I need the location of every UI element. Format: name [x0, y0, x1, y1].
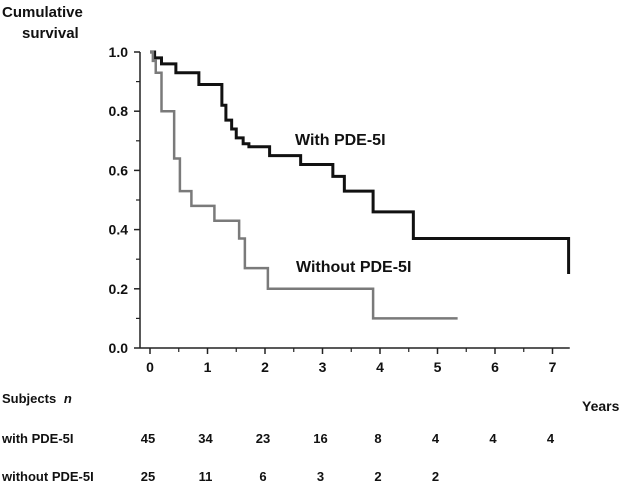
x-tick-labels: 0 1 2 3 4 5 6 7: [146, 359, 557, 375]
x-tick-label: 6: [491, 359, 499, 375]
risk-value: 16: [313, 431, 327, 446]
y-tick-label: 1.0: [109, 44, 129, 60]
risk-value: 3: [317, 469, 324, 484]
x-tick-label: 1: [204, 359, 212, 375]
risk-table-title: Subjects n: [2, 391, 72, 406]
axes: [134, 51, 570, 354]
y-tick-label: 0.6: [109, 162, 129, 178]
y-tick-label: 0.4: [109, 222, 129, 238]
x-tick-label: 5: [434, 359, 442, 375]
x-axis-title: Years: [582, 398, 620, 414]
risk-value: 25: [141, 469, 155, 484]
x-tick-label: 4: [376, 359, 384, 375]
risk-value: 45: [141, 431, 155, 446]
risk-value: 4: [432, 431, 440, 446]
y-axis-title-line1: Cumulative: [2, 4, 83, 21]
risk-value: 8: [374, 431, 381, 446]
risk-value: 2: [374, 469, 381, 484]
x-tick-label: 7: [549, 359, 557, 375]
y-tick-label: 0.0: [109, 340, 129, 356]
risk-value: 2: [432, 469, 439, 484]
y-tick-label: 0.2: [109, 281, 129, 297]
risk-value: 11: [199, 469, 213, 484]
x-tick-label: 3: [319, 359, 327, 375]
risk-value: 6: [259, 469, 266, 484]
y-tick-label: 0.8: [109, 103, 129, 119]
risk-value: 4: [489, 431, 497, 446]
y-axis-title-line2: survival: [22, 25, 79, 42]
survival-curves: [150, 50, 571, 320]
x-tick-label: 2: [261, 359, 269, 375]
risk-row-label: with PDE-5I: [1, 431, 74, 446]
risk-row-label: without PDE-5I: [1, 469, 94, 484]
curve-without-pde5i: [150, 50, 458, 320]
series-label-with: With PDE-5I: [295, 132, 386, 149]
risk-value: 4: [547, 431, 555, 446]
x-tick-label: 0: [146, 359, 154, 375]
y-tick-labels: 0.0 0.2 0.4 0.6 0.8 1.0: [109, 44, 129, 356]
series-label-without: Without PDE-5I: [296, 259, 411, 276]
risk-value: 34: [198, 431, 213, 446]
risk-value: 23: [256, 431, 270, 446]
curve-with-pde5i: [150, 50, 571, 274]
